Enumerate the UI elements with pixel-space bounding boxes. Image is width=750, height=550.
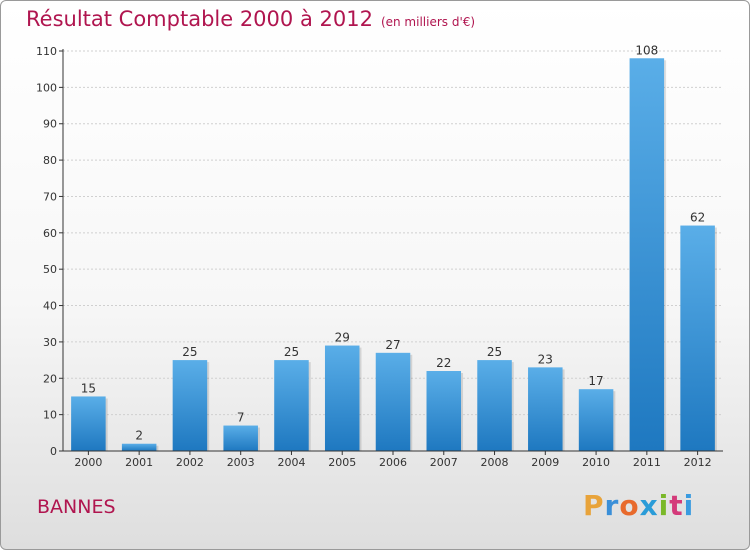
logo-letter: i bbox=[658, 489, 670, 522]
bar-value-label: 27 bbox=[385, 338, 400, 352]
x-tick-label: 2008 bbox=[481, 456, 509, 469]
bar-value-label: 62 bbox=[690, 211, 705, 225]
x-tick-label: 2009 bbox=[531, 456, 559, 469]
bar bbox=[477, 360, 512, 451]
x-tick-label: 2006 bbox=[379, 456, 407, 469]
x-tick-label: 2000 bbox=[74, 456, 102, 469]
bar-value-label: 25 bbox=[182, 345, 197, 359]
y-tick-label: 20 bbox=[43, 372, 57, 385]
bar-value-label: 17 bbox=[588, 374, 603, 388]
bar bbox=[528, 367, 563, 451]
logo-letter: x bbox=[639, 489, 659, 522]
bar bbox=[375, 352, 411, 451]
bar bbox=[223, 425, 258, 451]
bar-value-label: 7 bbox=[237, 411, 245, 425]
x-tick-label: 2003 bbox=[227, 456, 255, 469]
bar bbox=[121, 443, 157, 451]
bar bbox=[629, 58, 665, 451]
bar bbox=[324, 345, 360, 451]
y-tick-label: 110 bbox=[36, 45, 57, 58]
x-tick-label: 2010 bbox=[582, 456, 610, 469]
y-tick-label: 80 bbox=[43, 154, 57, 167]
bar bbox=[680, 225, 715, 451]
x-tick-label: 2005 bbox=[328, 456, 356, 469]
x-tick-label: 2004 bbox=[277, 456, 305, 469]
bar-value-label: 23 bbox=[538, 352, 553, 366]
chart-subtitle: (en milliers d'€) bbox=[380, 15, 476, 29]
y-tick-label: 40 bbox=[43, 300, 57, 313]
x-tick-label: 2011 bbox=[633, 456, 661, 469]
data-labels: 15 2 25 7 25 29 27 22 25 23 17 108 62 bbox=[81, 43, 706, 442]
logo-letter: t bbox=[669, 489, 684, 522]
y-tick-label: 10 bbox=[43, 409, 57, 422]
proxiti-logo: Proxiti bbox=[583, 489, 694, 522]
bar bbox=[71, 396, 106, 451]
chart-title: Résultat Comptable 2000 à 2012 (en millie… bbox=[26, 7, 475, 31]
chart-title-text: Résultat Comptable 2000 à 2012 bbox=[26, 7, 373, 31]
axes: 0 10 20 30 40 50 60 70 80 90 100 110 2000 2001 2002 200… bbox=[36, 45, 723, 469]
bar-value-label: 15 bbox=[81, 381, 96, 395]
logo-letter: r bbox=[604, 489, 620, 522]
y-tick-label: 100 bbox=[36, 81, 57, 94]
bar-value-label: 2 bbox=[135, 429, 143, 443]
bar-value-label: 25 bbox=[487, 345, 502, 359]
bar-value-label: 108 bbox=[635, 43, 658, 57]
bar bbox=[578, 389, 614, 451]
x-tick-label: 2001 bbox=[125, 456, 153, 469]
logo-letter: o bbox=[619, 489, 640, 522]
bar-value-label: 29 bbox=[335, 331, 350, 345]
logo-letter: P bbox=[583, 489, 605, 522]
y-tick-label: 70 bbox=[43, 190, 57, 203]
bars bbox=[71, 58, 717, 451]
y-tick-label: 60 bbox=[43, 227, 57, 240]
bar-value-label: 22 bbox=[436, 356, 451, 370]
bar bbox=[172, 360, 208, 451]
y-tick-label: 30 bbox=[43, 336, 57, 349]
bar bbox=[274, 360, 309, 451]
bar-value-label: 25 bbox=[284, 345, 299, 359]
y-tick-label: 90 bbox=[43, 118, 57, 131]
y-tick-label: 0 bbox=[50, 445, 57, 458]
x-tick-label: 2002 bbox=[176, 456, 204, 469]
y-tick-label: 50 bbox=[43, 263, 57, 276]
logo-letter: i bbox=[683, 489, 695, 522]
place-name: BANNES bbox=[37, 496, 116, 518]
bar-chart: 15 2 25 7 25 29 27 22 25 23 17 108 62 0 10 20 30 40 50 60 7… bbox=[36, 43, 723, 469]
x-tick-label: 2007 bbox=[430, 456, 458, 469]
x-tick-label: 2012 bbox=[684, 456, 712, 469]
bar bbox=[426, 371, 462, 451]
